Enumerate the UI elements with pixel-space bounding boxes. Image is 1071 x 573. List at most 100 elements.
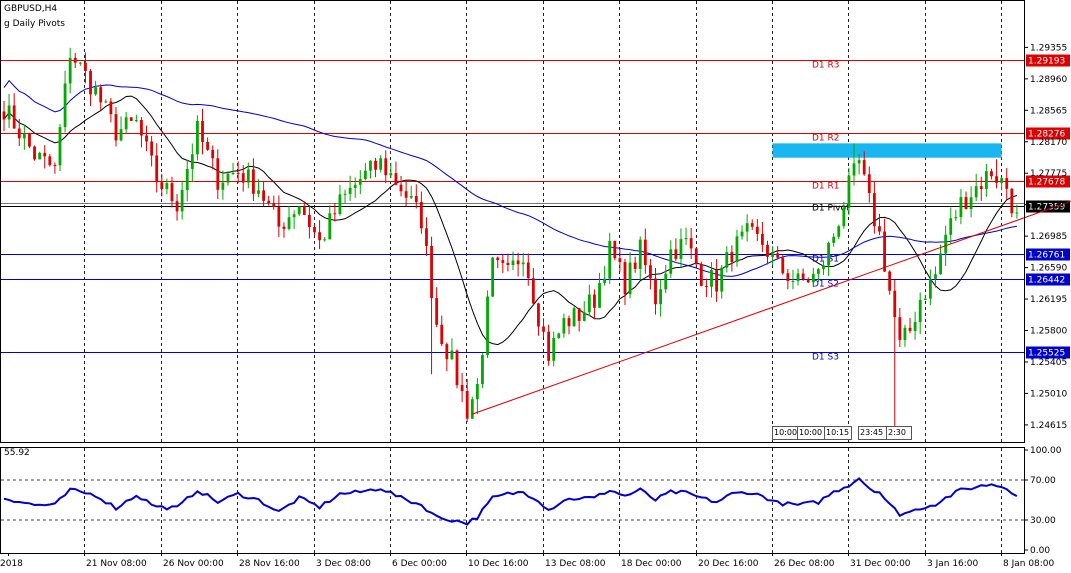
candle-body (990, 171, 993, 177)
candle-body (84, 62, 87, 71)
price-tick-label: 1.29355 (1030, 43, 1067, 53)
candle-body (445, 344, 449, 360)
candle-body (791, 281, 795, 283)
candle-body (308, 214, 311, 228)
candle-body (1010, 188, 1014, 214)
candle-body (58, 127, 62, 166)
candle-body (679, 239, 683, 259)
candle-body (470, 399, 474, 419)
candle-body (94, 87, 98, 95)
candle-body (221, 182, 225, 190)
candle-body (486, 296, 489, 356)
pivot-label: D1 R1 (812, 182, 840, 192)
candle-body (358, 179, 362, 185)
candle-body (822, 265, 825, 270)
candle-body (827, 242, 830, 266)
candle-body (129, 117, 133, 121)
price-tick-label: 1.25405 (1030, 358, 1067, 368)
price-tick-label: 1.27380 (1030, 201, 1067, 211)
candle-body (262, 190, 265, 201)
candle-body (888, 271, 892, 291)
x-tick-label: 13 Dec 08:00 (545, 559, 606, 569)
ascending-trendline[interactable] (472, 170, 1071, 415)
price-tag-label: 1.28276 (1028, 130, 1065, 140)
candle-body (521, 262, 525, 265)
candle-body (954, 216, 958, 219)
rsi-tick-label: 30.00 (1030, 516, 1056, 526)
candle-body (134, 120, 138, 122)
candle-body (735, 236, 739, 262)
candle-body (216, 158, 220, 190)
candle-body (155, 155, 159, 183)
trendline[interactable] (472, 170, 1071, 415)
candle-body (557, 333, 561, 339)
price-tag-bg (1026, 127, 1070, 140)
candle-body (867, 174, 871, 194)
candle-body (363, 170, 367, 180)
candle-body (547, 331, 551, 361)
candle-body (862, 160, 866, 175)
indicator-title: g Daily Pivots (4, 19, 65, 29)
candle-body (201, 120, 204, 142)
candle-body (995, 176, 998, 183)
candle-body (465, 391, 469, 419)
candle-body (496, 257, 500, 261)
candle-body (582, 312, 586, 321)
candle-body (949, 218, 953, 235)
candle-body (455, 350, 459, 385)
candle-body (603, 278, 607, 283)
candle-body (837, 226, 841, 237)
candle-body (190, 154, 194, 169)
candle-body (832, 236, 836, 243)
candle-body (542, 326, 545, 332)
x-tick-label: 18 Dec 00:00 (621, 559, 682, 569)
candle-body (643, 239, 647, 266)
candle-body (89, 70, 92, 95)
candle-body (38, 152, 42, 160)
candle-body (353, 184, 357, 188)
candle-body (33, 146, 36, 160)
candle-body (710, 270, 713, 287)
time-box-4[interactable]: 23:45 (858, 426, 888, 440)
candle-body (664, 273, 668, 290)
candle-body (246, 169, 250, 183)
candle-body (608, 241, 612, 279)
candle-body (109, 101, 113, 115)
candle-body (684, 238, 688, 240)
candle-body (389, 173, 393, 176)
candle-body (491, 257, 495, 297)
candle-body (939, 253, 942, 275)
candle-body (674, 249, 678, 259)
candle-body (918, 299, 922, 323)
candle-body (526, 262, 530, 279)
candle-body (73, 57, 77, 63)
candle-body (969, 197, 973, 210)
candle-body (501, 260, 505, 263)
pivot-label: D1 Pivot (812, 204, 850, 214)
candle-body (761, 233, 764, 245)
time-box-3[interactable]: 10:15 (824, 426, 852, 440)
candles (2, 47, 1019, 431)
pivot-label: D1 R2 (812, 134, 840, 144)
price-tick-label: 1.25800 (1030, 327, 1067, 337)
candle-body (725, 252, 729, 268)
candle-body (771, 253, 774, 257)
pivot-levels: D1 R3 1.29193 D1 R2 1.28276 D1 R1 1.27678 D1 P… (1, 54, 1070, 363)
candle-body (313, 227, 316, 233)
time-box-5[interactable]: 2:30 (886, 426, 912, 440)
candle-body (348, 187, 352, 194)
candle-body (511, 260, 515, 266)
candle-body (267, 200, 271, 204)
price-tick-label: 1.28565 (1030, 106, 1067, 116)
candle-body (241, 173, 245, 183)
time-box-2[interactable]: 10:00 (797, 426, 825, 440)
price-tag-label: 1.25525 (1028, 349, 1065, 359)
candle-body (124, 117, 128, 130)
candle-body (277, 206, 281, 227)
candle-body (537, 303, 540, 327)
candle-body (959, 197, 963, 217)
candle-body (419, 202, 423, 229)
candle-body (17, 128, 21, 139)
time-box-1[interactable]: 10:00 (772, 426, 798, 440)
